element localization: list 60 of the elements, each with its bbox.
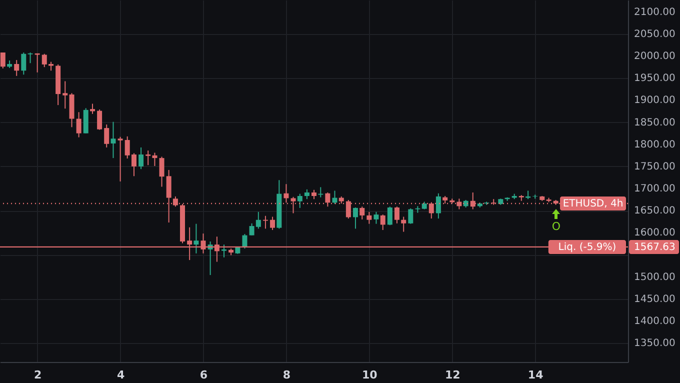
ref-line-label: ETHUSD, 4h <box>562 198 624 210</box>
candlestick <box>366 211 372 224</box>
y-tick-label: 1600.00 <box>634 228 676 239</box>
candlestick <box>408 208 414 224</box>
x-tick-label: 14 <box>528 368 544 382</box>
candlestick <box>312 189 316 200</box>
ref-line-label: Liq. (-5.9%) <box>558 242 616 253</box>
candlestick <box>14 60 20 76</box>
candlestick <box>401 216 406 232</box>
candlestick <box>387 206 392 226</box>
y-tick-label: 1700.00 <box>634 184 676 195</box>
candlestick <box>97 108 102 130</box>
candlestick <box>159 156 164 188</box>
y-tick-label: 1750.00 <box>634 161 676 172</box>
candlestick <box>0 52 6 69</box>
x-tick-label: 12 <box>444 368 460 382</box>
y-tick-label: 1900.00 <box>634 95 676 106</box>
candlestick <box>138 146 144 170</box>
y-tick-label: 1500.00 <box>634 272 676 283</box>
candlestick <box>436 192 441 220</box>
candlestick <box>242 233 248 250</box>
y-tick-label: 1650.00 <box>634 206 676 217</box>
candlestick <box>374 211 379 224</box>
y-tick-label: 1800.00 <box>634 139 676 150</box>
candlestick <box>221 244 226 258</box>
y-tick-label: 1400.00 <box>634 316 676 327</box>
candlestick <box>76 112 82 138</box>
candlestick <box>104 124 110 148</box>
y-tick-label: 1350.00 <box>634 338 676 350</box>
candlestick <box>284 184 289 204</box>
candlestick <box>352 206 358 230</box>
candlestick <box>304 188 310 200</box>
y-tick-label: 1950.00 <box>634 73 676 84</box>
y-tick-label: 2000.00 <box>634 51 676 62</box>
text: 1567.63 <box>634 242 676 253</box>
candlestick <box>62 80 68 110</box>
candlestick <box>332 190 338 204</box>
candlestick <box>415 206 420 214</box>
candlestick <box>90 103 95 114</box>
y-tick-label: 1850.00 <box>634 117 676 128</box>
y-tick-label: 1450.00 <box>634 294 676 305</box>
y-tick-label: 2100.00 <box>634 6 676 18</box>
y-tick-label: 2050.00 <box>634 28 676 40</box>
annotation: O <box>552 220 560 233</box>
candlestick <box>297 193 302 208</box>
candlestick <box>28 52 33 64</box>
candlestick <box>110 121 116 159</box>
candlestick <box>270 216 276 230</box>
x-tick-label: 4 <box>116 368 125 382</box>
candlestick <box>21 52 26 76</box>
candlestick <box>194 223 199 254</box>
candlestick <box>394 206 400 224</box>
x-tick-label: 10 <box>362 368 378 382</box>
x-tick-label: 6 <box>200 368 208 382</box>
candlestick <box>83 108 88 134</box>
candlestick <box>380 214 386 230</box>
x-tick-label: 8 <box>282 368 291 382</box>
candlestick <box>360 206 365 220</box>
candlestick <box>118 136 123 182</box>
x-tick-label: 2 <box>34 368 42 382</box>
